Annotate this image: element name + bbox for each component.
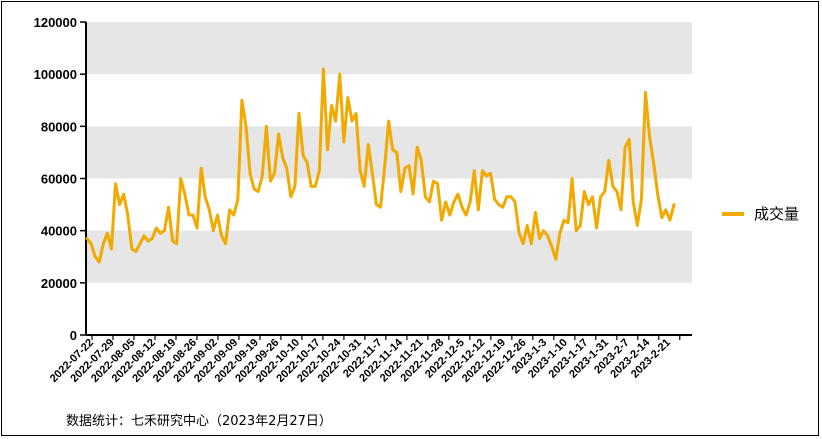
grid-band [86, 126, 692, 179]
series-line [85, 67, 676, 264]
series-layer [85, 67, 676, 264]
y-tick-label: 120000 [34, 15, 77, 30]
y-tick-label: 40000 [41, 224, 77, 239]
grid-bands [86, 22, 692, 283]
y-tick-label: 80000 [41, 119, 77, 134]
y-tick-label: 0 [70, 328, 77, 343]
y-tick-label: 100000 [34, 67, 77, 82]
x-axis: 2022-07-222022-07-292022-08-052022-08-12… [48, 334, 692, 385]
y-axis: 0 20000 40000 60000 80000 100000 120000 [34, 15, 87, 343]
source-note: 数据统计：七禾研究中心（2023年2月27日） [66, 414, 332, 429]
grid-band [86, 22, 692, 75]
legend-label: 成交量 [754, 205, 800, 223]
legend-swatch [722, 211, 744, 216]
y-tick-label: 60000 [41, 172, 77, 187]
legend: 成交量 [722, 203, 799, 224]
grid-band [86, 230, 692, 283]
y-tick-label: 20000 [41, 276, 77, 291]
